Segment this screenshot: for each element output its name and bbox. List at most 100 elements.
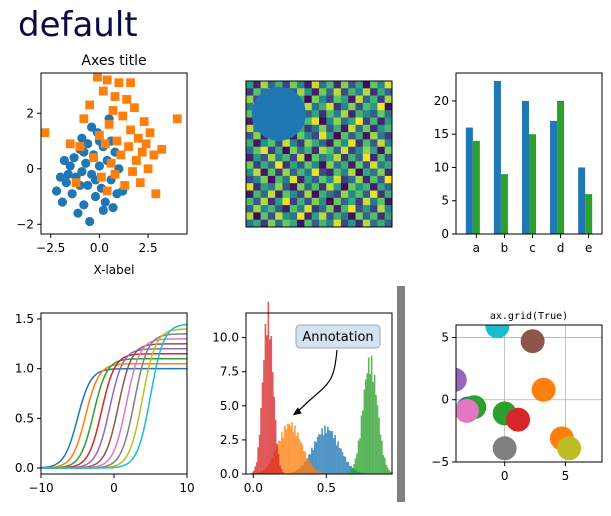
heatmap-cell bbox=[297, 146, 305, 155]
scatter-point-square bbox=[137, 147, 147, 157]
heatmap-cell bbox=[289, 161, 298, 169]
y-tick-label: 20 bbox=[434, 94, 449, 108]
histogram-bin bbox=[360, 415, 363, 474]
heatmap-cell bbox=[326, 175, 334, 184]
histogram-bin bbox=[347, 461, 350, 474]
scatter-point-square bbox=[128, 167, 137, 176]
heatmap-cell bbox=[304, 81, 312, 89]
heatmap-cell bbox=[260, 175, 269, 184]
x-tick-label: −10 bbox=[28, 481, 53, 495]
scatter-point-circle bbox=[63, 169, 73, 179]
heatmap-cell bbox=[370, 190, 378, 199]
heatmap-cell bbox=[362, 190, 371, 199]
line-axes: −10 0 10 0.0 0.5 1.0 1.5 bbox=[15, 312, 195, 495]
bar bbox=[465, 127, 473, 234]
heatmap-cell bbox=[370, 183, 378, 191]
heatmap-cell bbox=[282, 219, 291, 228]
scatter-point bbox=[456, 367, 467, 392]
heatmap-cell bbox=[311, 161, 320, 169]
heatmap-cell bbox=[282, 212, 291, 220]
histogram-bin bbox=[312, 450, 315, 474]
scatter-point-square bbox=[85, 100, 95, 110]
grid-scatter-axes: 0 5 −5 0 5 ax.grid(True) bbox=[431, 311, 603, 483]
heatmap-cell bbox=[289, 139, 298, 147]
scatter-point-square bbox=[102, 186, 112, 196]
heatmap-cell bbox=[370, 132, 378, 140]
heatmap-cell bbox=[377, 124, 385, 133]
heatmap-cell bbox=[384, 139, 393, 147]
heatmap-cell bbox=[370, 110, 378, 118]
heatmap-cell bbox=[282, 81, 291, 89]
heatmap-cell bbox=[362, 117, 371, 126]
histogram-bin bbox=[274, 419, 277, 474]
scatter-point-square bbox=[40, 128, 50, 138]
histogram-bin bbox=[260, 408, 262, 474]
x-tick-label: 0 bbox=[110, 481, 118, 495]
heatmap-cell bbox=[348, 175, 356, 184]
scatter-point bbox=[506, 407, 531, 432]
heatmap-cell bbox=[282, 139, 291, 147]
heatmap-cell bbox=[311, 95, 320, 104]
scatter-point-square bbox=[65, 139, 75, 149]
histogram-bin bbox=[288, 423, 290, 474]
heatmap-cell bbox=[348, 197, 356, 206]
histogram-bin bbox=[363, 389, 366, 474]
heatmap-cell bbox=[289, 212, 298, 220]
histogram-bin bbox=[389, 471, 392, 474]
histogram-bin bbox=[385, 464, 388, 474]
y-tick-label: 7.5 bbox=[220, 365, 239, 379]
heatmap-cell bbox=[275, 161, 283, 169]
heatmap-cell bbox=[304, 132, 312, 140]
heatmap-cell bbox=[333, 95, 342, 104]
heatmap-cell bbox=[333, 183, 342, 191]
heatmap-cell bbox=[370, 205, 378, 213]
heatmap-cell bbox=[333, 88, 342, 96]
heatmap-cell bbox=[355, 139, 364, 147]
heatmap-cell bbox=[326, 117, 334, 126]
bar bbox=[521, 100, 529, 235]
heatmap-cell bbox=[377, 81, 385, 89]
x-tick-label: 10 bbox=[179, 481, 194, 495]
heatmap-cell bbox=[311, 88, 320, 96]
heatmap-cell bbox=[260, 205, 269, 213]
scatter-point-circle bbox=[100, 197, 110, 207]
heatmap-cell bbox=[355, 81, 364, 89]
heatmap-cell bbox=[340, 205, 349, 213]
heatmap-cell bbox=[355, 168, 364, 177]
y-tick-label: 2 bbox=[26, 106, 34, 120]
heatmap-cell bbox=[260, 146, 269, 155]
heatmap-cell bbox=[311, 183, 320, 191]
heatmap-cell bbox=[333, 81, 342, 89]
scatter-point-circle bbox=[90, 191, 101, 202]
y-tick-label: 1.5 bbox=[15, 312, 34, 326]
heatmap-cell bbox=[355, 117, 364, 126]
heatmap-cell bbox=[246, 168, 254, 177]
heatmap-cell bbox=[348, 88, 356, 96]
heatmap-cell bbox=[267, 205, 276, 213]
histogram-bin bbox=[325, 432, 328, 474]
x-tick-label: −2.5 bbox=[36, 241, 65, 255]
scatter-point-square bbox=[75, 142, 85, 151]
heatmap-cell bbox=[267, 190, 276, 199]
histogram-bin bbox=[313, 468, 315, 474]
histogram-bin bbox=[348, 472, 351, 474]
heatmap-cell bbox=[267, 139, 276, 147]
histogram-bin bbox=[321, 428, 323, 474]
heatmap-cell bbox=[384, 161, 393, 169]
histogram-bin bbox=[310, 464, 312, 474]
heatmap-cell bbox=[246, 110, 254, 118]
heatmap-cell bbox=[340, 95, 349, 104]
heatmap-cell bbox=[377, 219, 385, 228]
heatmap-cell bbox=[304, 168, 312, 177]
heatmap-cell bbox=[319, 175, 327, 184]
y-tick-label: 0.0 bbox=[15, 461, 34, 475]
heatmap-cell bbox=[304, 161, 312, 169]
heatmap-cell bbox=[311, 102, 320, 111]
heatmap-cell bbox=[319, 110, 327, 118]
heatmap-cell bbox=[348, 117, 356, 126]
heatmap-cell bbox=[246, 154, 254, 162]
heatmap-cell bbox=[340, 110, 349, 118]
heatmap-cell bbox=[355, 205, 364, 213]
bar bbox=[500, 174, 508, 234]
heatmap-cell bbox=[384, 110, 393, 118]
